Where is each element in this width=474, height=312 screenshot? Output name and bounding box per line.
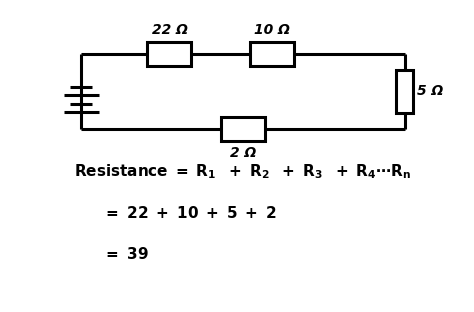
Text: 2 Ω: 2 Ω (230, 146, 256, 159)
Text: $\mathbf{=\ 39}$: $\mathbf{=\ 39}$ (103, 246, 149, 262)
Text: 5 Ω: 5 Ω (417, 85, 444, 99)
Text: 10 Ω: 10 Ω (255, 23, 290, 37)
Text: 22 Ω: 22 Ω (152, 23, 187, 37)
Text: $\mathbf{=\ 22\ +\ 10\ +\ 5\ +\ 2}$: $\mathbf{=\ 22\ +\ 10\ +\ 5\ +\ 2}$ (103, 205, 277, 221)
Bar (147, 42, 191, 66)
Text: $\it{\bf{Resistance}}$$\mathbf{\ =\ R_1\ \ +\ R_2\ \ +\ R_3\ \ +\ R_4 \cdots R_n: $\it{\bf{Resistance}}$$\mathbf{\ =\ R_1\… (74, 163, 411, 181)
Bar (221, 117, 265, 141)
Bar (250, 42, 294, 66)
Bar (396, 70, 413, 113)
